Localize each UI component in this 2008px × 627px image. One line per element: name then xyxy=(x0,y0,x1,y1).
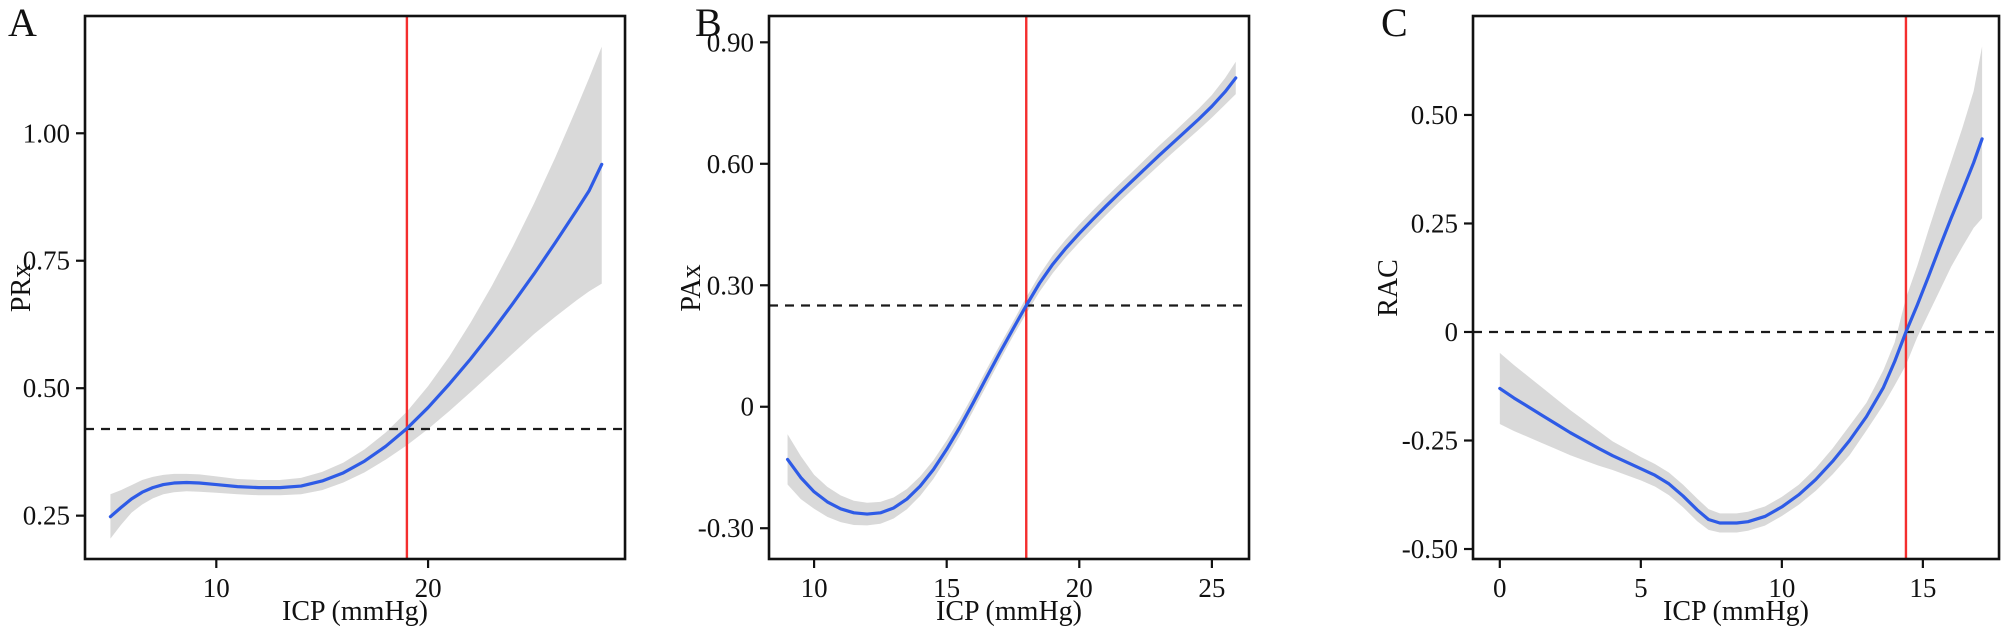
confidence-band xyxy=(110,46,602,539)
panel-b-plot-area: 10 15 20 25 -0.30 0 0.30 0.60 0.90 xyxy=(698,14,1251,603)
y-axis-ticks: 0.25 0.50 0.75 1.00 xyxy=(23,118,86,531)
y-tick-label: 0 xyxy=(1444,317,1458,347)
y-axis-title-c: RAC xyxy=(1373,259,1404,317)
x-tick-label: 10 xyxy=(1768,573,1795,603)
y-tick-label: 0.25 xyxy=(23,501,70,531)
x-tick-label: 0 xyxy=(1493,573,1507,603)
panel-b: 10 15 20 25 -0.30 0 0.30 0.60 0.90 B ICP (mmHg) … xyxy=(669,0,1338,627)
x-axis-title-b: ICP (mmHg) xyxy=(936,596,1082,627)
x-tick-label: 25 xyxy=(1199,573,1226,603)
y-tick-label: 0 xyxy=(741,392,755,422)
y-tick-label: 0.50 xyxy=(23,373,70,403)
y-tick-label: 0.75 xyxy=(23,246,70,276)
y-tick-label: 0.25 xyxy=(1410,208,1457,238)
y-tick-label: 0.60 xyxy=(707,149,754,179)
panel-label-c: C xyxy=(1381,0,1408,45)
x-axis-title-c: ICP (mmHg) xyxy=(1663,596,1809,627)
smooth-curve xyxy=(108,162,604,519)
y-axis-ticks: -0.30 0 0.30 0.60 0.90 xyxy=(698,27,770,543)
x-axis-ticks: 0 5 10 15 xyxy=(1493,559,1936,603)
confidence-band xyxy=(787,61,1237,526)
x-tick-label: 20 xyxy=(1066,573,1093,603)
x-tick-label: 10 xyxy=(801,573,828,603)
y-axis-title-a: PRx xyxy=(6,264,37,312)
y-tick-label: 0.30 xyxy=(707,270,754,300)
x-axis-ticks: 10 20 xyxy=(203,559,442,603)
x-tick-label: 5 xyxy=(1634,573,1648,603)
y-tick-label: -0.25 xyxy=(1401,426,1457,456)
y-axis-title-b: PAx xyxy=(676,264,707,311)
smooth-curve xyxy=(786,76,1238,516)
x-tick-label: 15 xyxy=(934,573,961,603)
panel-c-plot-area: 0 5 10 15 -0.50 -0.25 0 0.25 0.50 xyxy=(1401,14,2000,603)
panel-a-chart: 10 20 0.25 0.50 0.75 1.00 A ICP (mmHg) PRx xyxy=(6,0,627,627)
y-axis-ticks: -0.50 -0.25 0 0.25 0.50 xyxy=(1401,100,1473,564)
plot-border xyxy=(1471,14,2000,561)
x-tick-label: 15 xyxy=(1909,573,1936,603)
plot-border xyxy=(83,14,627,561)
panel-c: 0 5 10 15 -0.50 -0.25 0 0.25 0.50 C ICP (mmHg) R… xyxy=(1339,0,2008,627)
plot-border xyxy=(768,14,1251,561)
y-tick-label: 1.00 xyxy=(23,118,70,148)
panel-label-a: A xyxy=(8,0,37,45)
y-tick-label: 0.50 xyxy=(1410,100,1457,130)
x-tick-label: 10 xyxy=(203,573,230,603)
panel-a-plot-area: 10 20 0.25 0.50 0.75 1.00 xyxy=(23,14,627,603)
y-tick-label: -0.50 xyxy=(1401,534,1457,564)
smooth-curve xyxy=(1497,137,1984,525)
x-tick-label: 20 xyxy=(415,573,442,603)
panel-a: 10 20 0.25 0.50 0.75 1.00 A ICP (mmHg) PRx xyxy=(0,0,669,627)
y-tick-label: 0.90 xyxy=(707,27,754,57)
x-axis-title-a: ICP (mmHg) xyxy=(282,596,428,627)
x-axis-ticks: 10 15 20 25 xyxy=(801,559,1226,603)
y-tick-label: -0.30 xyxy=(698,513,754,543)
panel-label-b: B xyxy=(695,0,722,45)
panel-c-chart: 0 5 10 15 -0.50 -0.25 0 0.25 0.50 C ICP (mmHg) R… xyxy=(1373,0,2000,627)
confidence-band xyxy=(1499,46,1982,533)
